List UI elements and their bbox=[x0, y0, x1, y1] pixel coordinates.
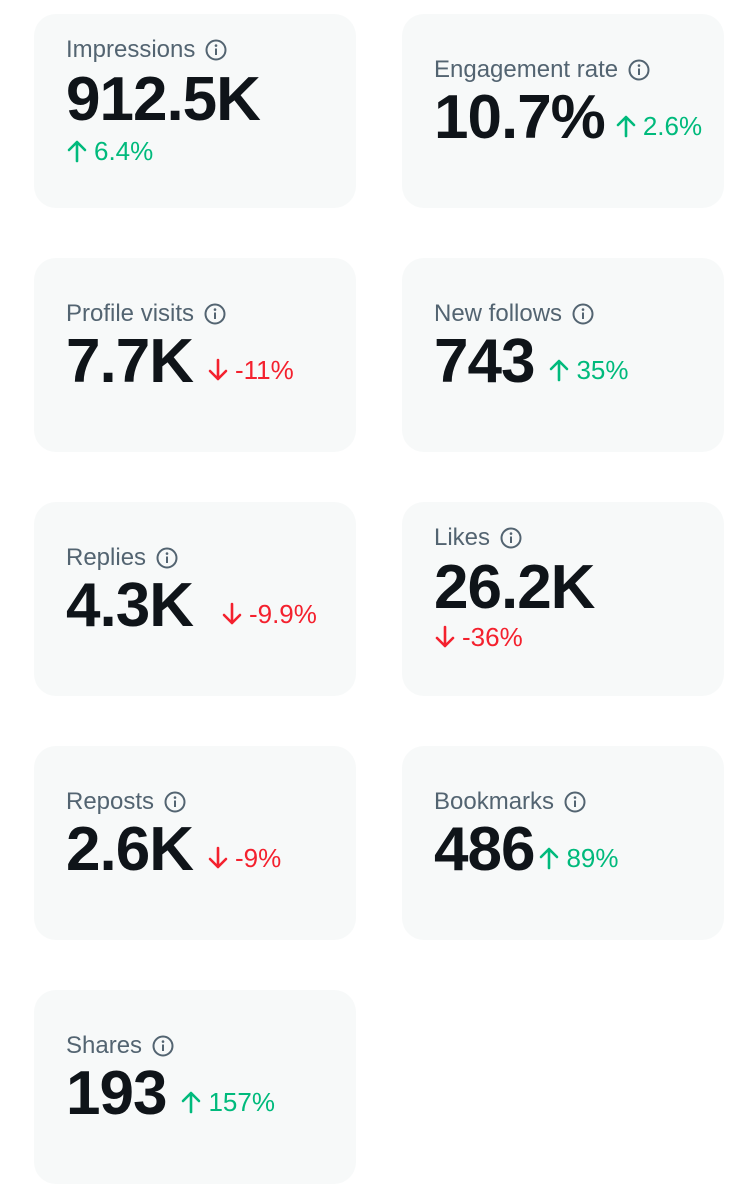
metric-label-row: Replies bbox=[66, 544, 356, 572]
metric-delta: 35% bbox=[548, 355, 629, 385]
metric-delta-value: 2.6% bbox=[642, 111, 703, 141]
metric-label: Profile visits bbox=[66, 300, 195, 327]
metric-label-row: Reposts bbox=[66, 788, 356, 816]
info-icon[interactable] bbox=[205, 39, 227, 61]
metric-card-engagement-rate[interactable]: Engagement rate 10.7% 2.6% bbox=[402, 14, 724, 208]
metric-value: 486 bbox=[434, 815, 535, 884]
metric-card-likes[interactable]: Likes 26.2K -36% bbox=[402, 502, 724, 696]
arrow-up-icon bbox=[550, 359, 569, 382]
metric-label-row: New follows bbox=[434, 300, 724, 328]
arrow-up-icon bbox=[540, 847, 559, 870]
info-icon[interactable] bbox=[204, 303, 226, 325]
metric-label: Shares bbox=[66, 1032, 143, 1059]
metric-delta-value: -9.9% bbox=[248, 599, 317, 629]
metric-delta: -9% bbox=[207, 843, 281, 873]
metric-card-replies[interactable]: Replies 4.3K -9.9% bbox=[34, 502, 356, 696]
arrow-up-icon bbox=[616, 115, 636, 138]
metric-label-row: Engagement rate bbox=[434, 56, 724, 84]
metric-delta: 6.4% bbox=[66, 136, 153, 166]
metric-delta-value: 35% bbox=[576, 355, 629, 385]
metric-card-reposts[interactable]: Reposts 2.6K -9% bbox=[34, 746, 356, 940]
arrow-down-icon bbox=[435, 625, 455, 648]
metric-label-row: Profile visits bbox=[66, 300, 356, 328]
metric-card-new-follows[interactable]: New follows 743 35% bbox=[402, 258, 724, 452]
metric-value: 10.7% bbox=[434, 83, 606, 152]
metric-delta: -11% bbox=[207, 355, 294, 385]
info-icon[interactable] bbox=[572, 303, 594, 325]
metric-delta: -9.9% bbox=[221, 599, 317, 629]
metric-label: Reposts bbox=[66, 788, 155, 815]
metric-label-row: Impressions bbox=[66, 36, 356, 64]
metric-label-row: Likes bbox=[434, 524, 724, 552]
info-icon[interactable] bbox=[152, 1035, 174, 1057]
metric-label: New follows bbox=[434, 300, 563, 327]
metric-delta: -36% bbox=[434, 622, 523, 652]
arrow-down-icon bbox=[208, 846, 228, 869]
info-icon[interactable] bbox=[500, 527, 522, 549]
metric-delta: 89% bbox=[538, 843, 619, 873]
info-icon[interactable] bbox=[628, 59, 650, 81]
metric-value: 4.3K bbox=[66, 571, 194, 640]
metric-label-row: Bookmarks bbox=[434, 788, 724, 816]
metric-label: Bookmarks bbox=[434, 788, 555, 815]
metric-value: 912.5K bbox=[66, 65, 261, 134]
metric-value: 193 bbox=[66, 1059, 167, 1128]
info-icon[interactable] bbox=[156, 547, 178, 569]
metric-label-row: Shares bbox=[66, 1032, 356, 1060]
info-icon[interactable] bbox=[164, 791, 186, 813]
metric-label: Likes bbox=[434, 524, 491, 551]
metric-label: Engagement rate bbox=[434, 56, 619, 83]
metric-card-shares[interactable]: Shares 193 157% bbox=[34, 990, 356, 1184]
metric-label: Replies bbox=[66, 544, 147, 571]
metric-value: 743 bbox=[434, 327, 535, 396]
metric-delta-value: 6.4% bbox=[94, 136, 154, 166]
metric-delta: 157% bbox=[180, 1087, 275, 1117]
arrow-down-icon bbox=[222, 602, 242, 625]
info-icon[interactable] bbox=[564, 791, 586, 813]
metric-value: 2.6K bbox=[66, 815, 194, 884]
metric-label: Impressions bbox=[66, 36, 196, 63]
metric-delta-value: 157% bbox=[208, 1087, 275, 1117]
arrow-down-icon bbox=[208, 358, 228, 381]
metric-delta-value: -9% bbox=[234, 843, 282, 873]
metric-value: 7.7K bbox=[66, 327, 194, 396]
arrow-up-icon bbox=[182, 1091, 201, 1114]
metric-delta-value: -36% bbox=[462, 622, 523, 652]
arrow-up-icon bbox=[67, 140, 87, 163]
metric-card-profile-visits[interactable]: Profile visits 7.7K -11% bbox=[34, 258, 356, 452]
metric-delta-value: -11% bbox=[234, 355, 294, 385]
metric-value: 26.2K bbox=[434, 553, 595, 622]
metric-delta-value: 89% bbox=[566, 843, 619, 873]
metric-card-impressions[interactable]: Impressions 912.5K 6.4% bbox=[34, 14, 356, 208]
metric-delta: 2.6% bbox=[615, 111, 702, 141]
metric-card-bookmarks[interactable]: Bookmarks 486 89% bbox=[402, 746, 724, 940]
